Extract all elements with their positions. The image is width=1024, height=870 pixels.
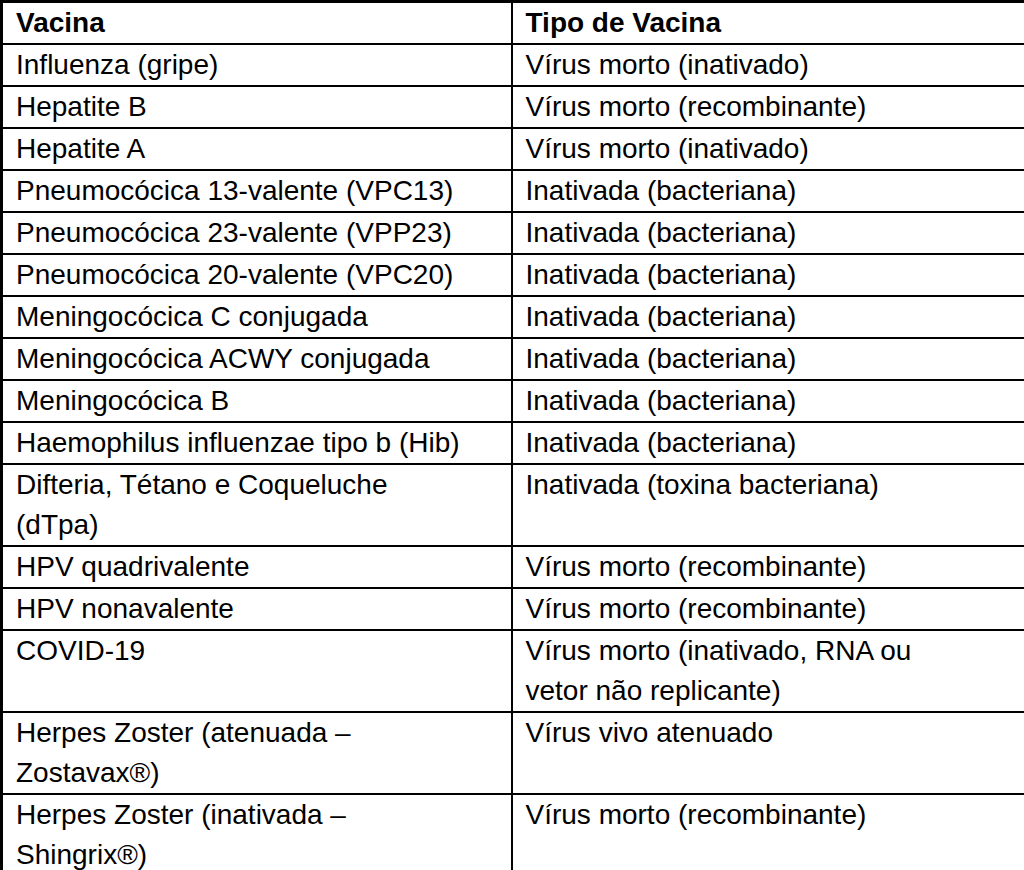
tipo-cell: Vírus morto (recombinante): [512, 588, 1024, 630]
tipo-cell: Inativada (bacteriana): [512, 422, 1024, 464]
table-row: Pneumocócica 23-valente (VPP23) Inativad…: [2, 212, 1024, 254]
tipo-cell: Inativada (bacteriana): [512, 338, 1024, 380]
vacina-cell: COVID-19: [2, 630, 512, 712]
vacina-cell: Difteria, Tétano e Coqueluche (dTpa): [2, 464, 512, 546]
header-row: Vacina Tipo de Vacina: [2, 2, 1024, 45]
table-row: Pneumocócica 13-valente (VPC13) Inativad…: [2, 170, 1024, 212]
table-row: Herpes Zoster (inativada – Shingrix®) Ví…: [2, 794, 1024, 870]
tipo-cell: Inativada (bacteriana): [512, 296, 1024, 338]
vacina-cell: Hepatite B: [2, 86, 512, 128]
table-row: Hepatite A Vírus morto (inativado): [2, 128, 1024, 170]
table-body: Influenza (gripe) Vírus morto (inativado…: [2, 44, 1024, 870]
table-row: Hepatite B Vírus morto (recombinante): [2, 86, 1024, 128]
column-header-tipo-de-vacina: Tipo de Vacina: [512, 2, 1024, 45]
vacina-cell: Influenza (gripe): [2, 44, 512, 86]
tipo-cell: Vírus morto (recombinante): [512, 546, 1024, 588]
vacina-cell: Meningocócica C conjugada: [2, 296, 512, 338]
tipo-cell: Vírus morto (inativado): [512, 44, 1024, 86]
tipo-cell: Vírus morto (recombinante): [512, 86, 1024, 128]
table-row: Meningocócica ACWY conjugada Inativada (…: [2, 338, 1024, 380]
tipo-cell: Vírus vivo atenuado: [512, 712, 1024, 794]
vacina-cell: Herpes Zoster (inativada – Shingrix®): [2, 794, 512, 870]
tipo-cell: Inativada (toxina bacteriana): [512, 464, 1024, 546]
table-row: Meningocócica C conjugada Inativada (bac…: [2, 296, 1024, 338]
table-row: Meningocócica B Inativada (bacteriana): [2, 380, 1024, 422]
vacina-cell: Pneumocócica 23-valente (VPP23): [2, 212, 512, 254]
vacina-cell: Haemophilus influenzae tipo b (Hib): [2, 422, 512, 464]
tipo-cell: Inativada (bacteriana): [512, 380, 1024, 422]
tipo-cell: Vírus morto (inativado): [512, 128, 1024, 170]
column-header-vacina: Vacina: [2, 2, 512, 45]
tipo-cell: Vírus morto (inativado, RNA ou vetor não…: [512, 630, 1024, 712]
vacina-cell: HPV quadrivalente: [2, 546, 512, 588]
tipo-cell: Inativada (bacteriana): [512, 170, 1024, 212]
tipo-cell: Vírus morto (recombinante): [512, 794, 1024, 870]
vacina-cell: Herpes Zoster (atenuada – Zostavax®): [2, 712, 512, 794]
table-row: Difteria, Tétano e Coqueluche (dTpa) Ina…: [2, 464, 1024, 546]
vacina-cell: Meningocócica ACWY conjugada: [2, 338, 512, 380]
tipo-cell: Inativada (bacteriana): [512, 212, 1024, 254]
vacina-cell: Pneumocócica 20-valente (VPC20): [2, 254, 512, 296]
vacina-cell: HPV nonavalente: [2, 588, 512, 630]
table-row: COVID-19 Vírus morto (inativado, RNA ou …: [2, 630, 1024, 712]
table-row: Pneumocócica 20-valente (VPC20) Inativad…: [2, 254, 1024, 296]
table-row: HPV quadrivalente Vírus morto (recombina…: [2, 546, 1024, 588]
table-row: HPV nonavalente Vírus morto (recombinant…: [2, 588, 1024, 630]
table-row: Influenza (gripe) Vírus morto (inativado…: [2, 44, 1024, 86]
vaccine-type-table: Vacina Tipo de Vacina Influenza (gripe) …: [0, 0, 1024, 870]
document-page: Vacina Tipo de Vacina Influenza (gripe) …: [0, 0, 1024, 870]
vacina-cell: Hepatite A: [2, 128, 512, 170]
table-row: Herpes Zoster (atenuada – Zostavax®) Vír…: [2, 712, 1024, 794]
vacina-cell: Pneumocócica 13-valente (VPC13): [2, 170, 512, 212]
vacina-cell: Meningocócica B: [2, 380, 512, 422]
tipo-cell: Inativada (bacteriana): [512, 254, 1024, 296]
table-row: Haemophilus influenzae tipo b (Hib) Inat…: [2, 422, 1024, 464]
